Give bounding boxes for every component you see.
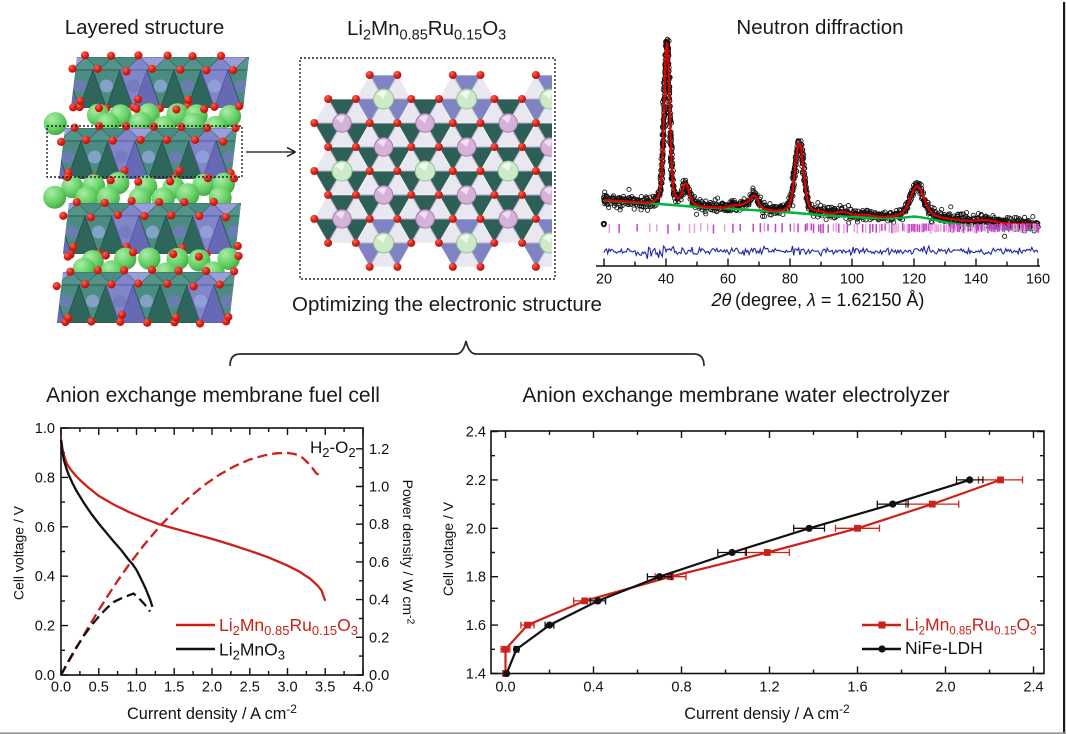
svg-text:2.0: 2.0 bbox=[466, 521, 486, 537]
svg-text:80: 80 bbox=[782, 272, 798, 288]
svg-text:2.0: 2.0 bbox=[202, 680, 222, 696]
svg-text:0.4: 0.4 bbox=[369, 593, 389, 609]
svg-text:Li2MnO3: Li2MnO3 bbox=[219, 640, 285, 663]
svg-text:Neutron diffraction: Neutron diffraction bbox=[736, 16, 903, 39]
svg-text:60: 60 bbox=[720, 272, 736, 288]
svg-text:160: 160 bbox=[1026, 272, 1050, 288]
svg-text:0.4: 0.4 bbox=[583, 680, 603, 696]
svg-text:2.0: 2.0 bbox=[935, 680, 955, 696]
svg-text:Li2Mn0.85Ru0.15O3: Li2Mn0.85Ru0.15O3 bbox=[905, 615, 1037, 638]
svg-text:Layered structure: Layered structure bbox=[65, 16, 225, 39]
svg-text:0.0: 0.0 bbox=[495, 680, 515, 696]
svg-text:Li2Mn0.85Ru0.15O3: Li2Mn0.85Ru0.15O3 bbox=[347, 17, 506, 44]
svg-text:2.5: 2.5 bbox=[240, 680, 260, 696]
svg-text:1.0: 1.0 bbox=[369, 480, 389, 496]
svg-text:NiFe-LDH: NiFe-LDH bbox=[905, 638, 983, 658]
svg-text:40: 40 bbox=[658, 272, 674, 288]
svg-text:0.0: 0.0 bbox=[51, 680, 71, 696]
svg-text:0.8: 0.8 bbox=[671, 680, 691, 696]
svg-text:Anion exchange membrane water: Anion exchange membrane water electrolyz… bbox=[522, 384, 949, 407]
svg-text:0.6: 0.6 bbox=[35, 520, 55, 536]
svg-text:1.4: 1.4 bbox=[466, 667, 486, 683]
svg-text:1.0: 1.0 bbox=[35, 421, 55, 437]
svg-text:0.0: 0.0 bbox=[369, 668, 389, 684]
svg-text:0.2: 0.2 bbox=[369, 630, 389, 646]
svg-text:2.4: 2.4 bbox=[466, 425, 486, 441]
svg-text:1.6: 1.6 bbox=[466, 618, 486, 634]
svg-text:0.0: 0.0 bbox=[35, 668, 55, 684]
svg-text:Cell voltage / V: Cell voltage / V bbox=[440, 501, 456, 596]
svg-text:4.0: 4.0 bbox=[353, 680, 373, 696]
svg-text:120: 120 bbox=[902, 272, 926, 288]
svg-text:1.8: 1.8 bbox=[466, 570, 486, 586]
svg-text:3.0: 3.0 bbox=[277, 680, 297, 696]
svg-text:Li2Mn0.85Ru0.15O3: Li2Mn0.85Ru0.15O3 bbox=[219, 615, 358, 638]
svg-text:1.2: 1.2 bbox=[369, 442, 389, 458]
svg-text:Power density / W cm-2: Power density / W cm-2 bbox=[400, 480, 417, 625]
svg-text:0.5: 0.5 bbox=[89, 680, 109, 696]
svg-text:1.2: 1.2 bbox=[759, 680, 779, 696]
svg-text:20: 20 bbox=[596, 272, 612, 288]
svg-text:2.4: 2.4 bbox=[1023, 680, 1043, 696]
svg-text:Anion exchange membrane fuel c: Anion exchange membrane fuel cell bbox=[46, 384, 380, 407]
svg-text:3.5: 3.5 bbox=[315, 680, 335, 696]
svg-text:0.2: 0.2 bbox=[35, 619, 55, 635]
svg-text:0.8: 0.8 bbox=[35, 470, 55, 486]
svg-text:Cell voltage / V: Cell voltage / V bbox=[11, 505, 27, 600]
svg-text:140: 140 bbox=[964, 272, 988, 288]
svg-text:2.2: 2.2 bbox=[466, 473, 486, 489]
svg-text:1.5: 1.5 bbox=[164, 680, 184, 696]
svg-text:1.0: 1.0 bbox=[126, 680, 146, 696]
svg-text:Current density / A cm-2: Current density / A cm-2 bbox=[127, 702, 297, 723]
svg-text:0.8: 0.8 bbox=[369, 517, 389, 533]
svg-text:0.6: 0.6 bbox=[369, 555, 389, 571]
svg-text:H2-O2: H2-O2 bbox=[310, 438, 356, 460]
svg-text:Current densiy / A cm-2: Current densiy / A cm-2 bbox=[684, 702, 850, 723]
svg-text:Optimizing the electronic stru: Optimizing the electronic structure bbox=[292, 293, 602, 316]
svg-text:1.6: 1.6 bbox=[847, 680, 867, 696]
svg-text:100: 100 bbox=[840, 272, 864, 288]
svg-text:2θ (degree, λ = 1.62150 Å): 2θ (degree, λ = 1.62150 Å) bbox=[711, 290, 925, 310]
svg-text:0.4: 0.4 bbox=[35, 569, 55, 585]
